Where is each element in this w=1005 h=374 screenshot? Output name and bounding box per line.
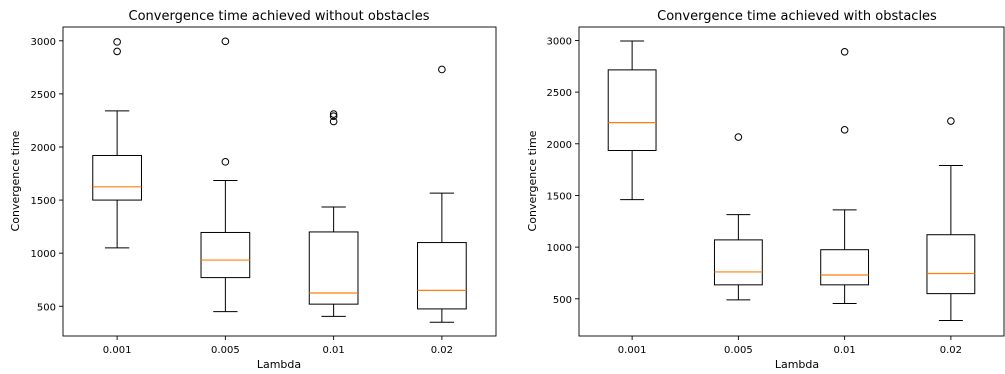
- axes-frame: [62, 26, 497, 337]
- outlier-point: [221, 158, 230, 166]
- axes-frame: [578, 26, 1005, 337]
- y-tick-label: 1000: [547, 243, 572, 254]
- x-tick-label: 0.001: [618, 345, 647, 356]
- outlier-point: [329, 112, 338, 120]
- box-0.02: [417, 65, 467, 323]
- chart-title: Convergence time achieved with obstacles: [657, 9, 937, 24]
- box-iqr: [820, 249, 870, 286]
- plot-area: 500 1000 1500 2000 2500 3000 0.001 0.005 0.01 0.0…: [547, 26, 1005, 356]
- box-iqr: [607, 69, 657, 151]
- outlier-point: [329, 110, 338, 118]
- box-iqr: [926, 234, 976, 295]
- chart-with-obstacles: Convergence time achieved with obstacles…: [526, 9, 1005, 371]
- box-0.005: [713, 133, 763, 301]
- y-tick-label: 3000: [31, 37, 56, 48]
- box-iqr: [200, 231, 251, 279]
- outlier-point: [840, 48, 849, 56]
- outlier-point: [113, 38, 121, 46]
- x-tick-label: 0.001: [103, 345, 132, 356]
- box-iqr: [417, 242, 467, 310]
- chart-without-obstacles: Convergence time achieved without obstac…: [9, 9, 497, 371]
- x-tick-label: 0.01: [833, 345, 855, 356]
- x-tick-label: 0.02: [431, 345, 453, 356]
- y-tick-label: 2000: [31, 143, 56, 154]
- y-tick-label: 2500: [547, 88, 572, 99]
- x-tick-label: 0.02: [940, 345, 962, 356]
- x-tick-label: 0.01: [322, 345, 344, 356]
- outlier-point: [734, 133, 743, 141]
- box-0.01: [308, 110, 359, 317]
- y-tick-label: 500: [553, 295, 572, 306]
- box-0.02: [926, 117, 976, 321]
- box-iqr: [92, 154, 142, 201]
- y-tick-label: 500: [37, 302, 56, 313]
- chart-title: Convergence time achieved without obstac…: [129, 9, 430, 24]
- y-axis-label: Convergence time: [9, 130, 22, 231]
- y-axis-label: Convergence time: [526, 130, 539, 231]
- y-tick-label: 2500: [31, 90, 56, 101]
- y-tick-label: 1500: [31, 196, 56, 207]
- outlier-point: [221, 37, 230, 46]
- box-iqr: [713, 239, 763, 286]
- outlier-point: [438, 65, 446, 74]
- plot-area: 500 1000 1500 2000 2500 3000 0.001 0.005 0.01 0.0…: [31, 26, 497, 356]
- y-tick-label: 1000: [31, 249, 56, 260]
- x-tick-label: 0.005: [211, 345, 240, 356]
- x-axis-label: Lambda: [775, 358, 819, 370]
- y-tick-label: 1500: [547, 191, 572, 202]
- box-0.005: [200, 37, 251, 313]
- x-axis-label: Lambda: [257, 358, 301, 370]
- box-iqr: [308, 231, 359, 305]
- box-0.01: [820, 48, 870, 304]
- x-tick-label: 0.005: [724, 345, 753, 356]
- y-tick-label: 3000: [547, 36, 572, 47]
- outlier-point: [329, 117, 338, 126]
- outlier-point: [840, 126, 849, 134]
- box-0.001: [92, 38, 142, 249]
- outlier-point: [113, 47, 121, 56]
- y-tick-label: 2000: [547, 140, 572, 151]
- box-0.001: [607, 40, 657, 201]
- outlier-point: [947, 117, 955, 125]
